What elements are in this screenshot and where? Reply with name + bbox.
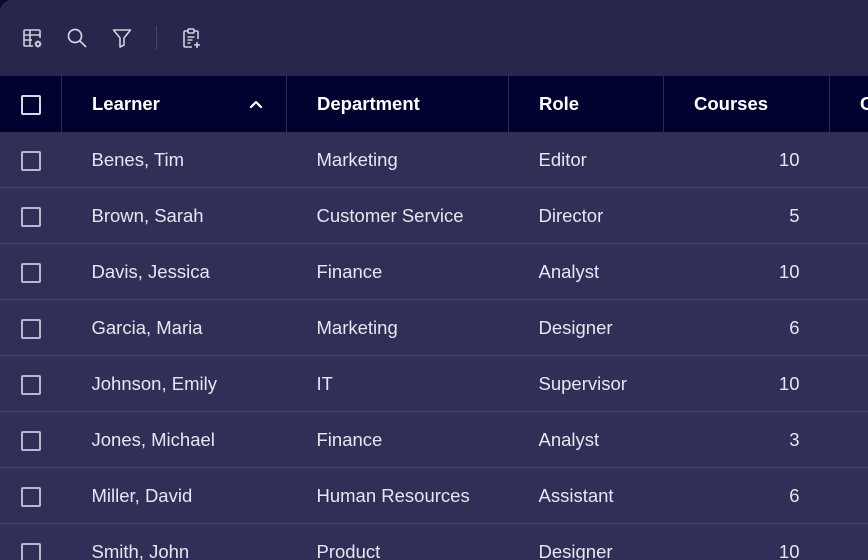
row-checkbox[interactable] <box>21 319 41 339</box>
row-checkbox[interactable] <box>21 263 41 283</box>
department-cell: Marketing <box>287 132 509 188</box>
filter-button[interactable] <box>110 26 134 50</box>
department-cell: Finance <box>287 244 509 300</box>
role-cell: Assistant <box>509 468 664 524</box>
column-header-learner[interactable]: Learner <box>62 76 287 132</box>
courses-cell: 3 <box>664 412 830 468</box>
row-checkbox[interactable] <box>21 487 41 507</box>
learner-cell: Garcia, Maria <box>62 300 287 356</box>
sort-ascending-icon[interactable] <box>248 96 264 112</box>
extra-cell <box>830 132 868 188</box>
column-label: Courses <box>694 93 768 114</box>
courses-cell: 6 <box>664 300 830 356</box>
table-row[interactable]: Benes, Tim Marketing Editor 10 <box>0 132 868 188</box>
role-cell: Analyst <box>509 412 664 468</box>
column-label: C <box>860 93 868 114</box>
row-checkbox[interactable] <box>21 431 41 451</box>
extra-cell <box>830 412 868 468</box>
table-row[interactable]: Smith, John Product Designer 10 <box>0 524 868 560</box>
courses-cell: 5 <box>664 188 830 244</box>
courses-cell: 10 <box>664 356 830 412</box>
search-icon <box>65 26 89 50</box>
extra-cell <box>830 188 868 244</box>
extra-cell <box>830 300 868 356</box>
role-cell: Analyst <box>509 244 664 300</box>
table-row[interactable]: Jones, Michael Finance Analyst 3 <box>0 412 868 468</box>
learner-cell: Benes, Tim <box>62 132 287 188</box>
column-header-role[interactable]: Role <box>509 76 664 132</box>
department-cell: Finance <box>287 412 509 468</box>
row-checkbox[interactable] <box>21 207 41 227</box>
table-row[interactable]: Johnson, Emily IT Supervisor 10 <box>0 356 868 412</box>
department-cell: IT <box>287 356 509 412</box>
learner-cell: Brown, Sarah <box>62 188 287 244</box>
toolbar-divider <box>156 26 157 50</box>
table-header-row: Learner Department Role Courses C <box>0 76 868 132</box>
column-header-courses[interactable]: Courses <box>664 76 830 132</box>
role-cell: Director <box>509 188 664 244</box>
department-cell: Marketing <box>287 300 509 356</box>
table-settings-icon <box>20 26 44 50</box>
clipboard-add-icon <box>179 26 203 50</box>
role-cell: Editor <box>509 132 664 188</box>
extra-cell <box>830 524 868 560</box>
column-label: Learner <box>92 93 160 114</box>
learner-cell: Davis, Jessica <box>62 244 287 300</box>
courses-cell: 6 <box>664 468 830 524</box>
learner-cell: Smith, John <box>62 524 287 560</box>
extra-cell <box>830 468 868 524</box>
courses-cell: 10 <box>664 524 830 560</box>
learners-table: Learner Department Role Courses C <box>0 76 868 560</box>
courses-cell: 10 <box>664 132 830 188</box>
select-all-checkbox[interactable] <box>21 95 41 115</box>
row-checkbox[interactable] <box>21 375 41 395</box>
learner-cell: Johnson, Emily <box>62 356 287 412</box>
extra-cell <box>830 244 868 300</box>
search-button[interactable] <box>65 26 89 50</box>
table-toolbar <box>0 0 868 76</box>
row-checkbox[interactable] <box>21 543 41 560</box>
table-row[interactable]: Miller, David Human Resources Assistant … <box>0 468 868 524</box>
learner-cell: Jones, Michael <box>62 412 287 468</box>
table-settings-button[interactable] <box>20 26 44 50</box>
table-row[interactable]: Brown, Sarah Customer Service Director 5 <box>0 188 868 244</box>
row-checkbox[interactable] <box>21 151 41 171</box>
department-cell: Product <box>287 524 509 560</box>
role-cell: Designer <box>509 300 664 356</box>
column-header-department[interactable]: Department <box>287 76 509 132</box>
column-label: Role <box>539 93 579 114</box>
courses-cell: 10 <box>664 244 830 300</box>
column-header-truncated[interactable]: C <box>830 76 868 132</box>
department-cell: Human Resources <box>287 468 509 524</box>
table-row[interactable]: Davis, Jessica Finance Analyst 10 <box>0 244 868 300</box>
filter-icon <box>110 26 134 50</box>
select-all-cell <box>0 76 62 132</box>
role-cell: Designer <box>509 524 664 560</box>
learner-cell: Miller, David <box>62 468 287 524</box>
add-to-clipboard-button[interactable] <box>179 26 203 50</box>
department-cell: Customer Service <box>287 188 509 244</box>
role-cell: Supervisor <box>509 356 664 412</box>
extra-cell <box>830 356 868 412</box>
column-label: Department <box>317 93 420 114</box>
table-row[interactable]: Garcia, Maria Marketing Designer 6 <box>0 300 868 356</box>
